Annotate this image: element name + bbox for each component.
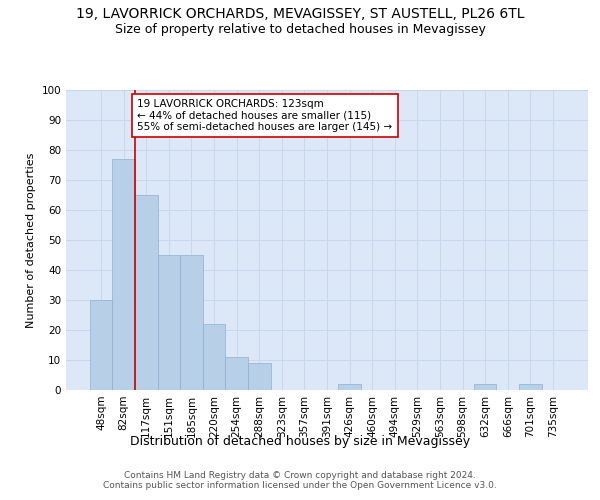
- Text: 19, LAVORRICK ORCHARDS, MEVAGISSEY, ST AUSTELL, PL26 6TL: 19, LAVORRICK ORCHARDS, MEVAGISSEY, ST A…: [76, 8, 524, 22]
- Text: Contains HM Land Registry data © Crown copyright and database right 2024.
Contai: Contains HM Land Registry data © Crown c…: [103, 470, 497, 490]
- Bar: [90, 300, 112, 390]
- Bar: [135, 195, 158, 390]
- Text: Distribution of detached houses by size in Mevagissey: Distribution of detached houses by size …: [130, 435, 470, 448]
- Bar: [112, 159, 135, 390]
- Bar: [203, 324, 226, 390]
- Bar: [248, 363, 271, 390]
- Text: Size of property relative to detached houses in Mevagissey: Size of property relative to detached ho…: [115, 22, 485, 36]
- Bar: [519, 384, 542, 390]
- Bar: [474, 384, 496, 390]
- Bar: [338, 384, 361, 390]
- Bar: [180, 255, 203, 390]
- Text: 19 LAVORRICK ORCHARDS: 123sqm
← 44% of detached houses are smaller (115)
55% of : 19 LAVORRICK ORCHARDS: 123sqm ← 44% of d…: [137, 99, 392, 132]
- Bar: [158, 255, 180, 390]
- Bar: [226, 357, 248, 390]
- Y-axis label: Number of detached properties: Number of detached properties: [26, 152, 36, 328]
